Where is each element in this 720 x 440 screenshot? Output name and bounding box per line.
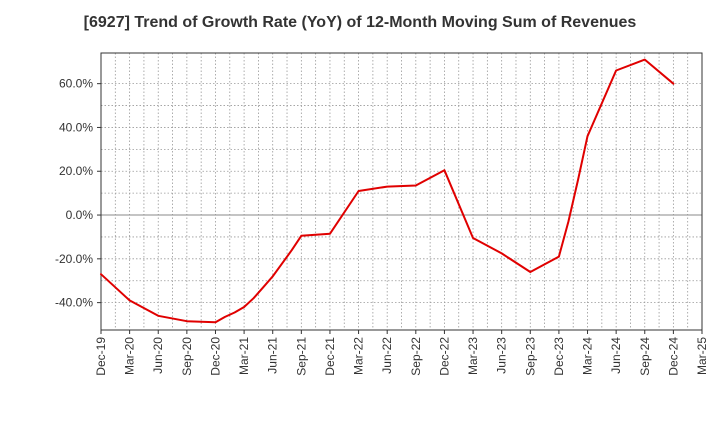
x-tick-label: Mar-21	[237, 337, 251, 375]
y-tick-label: 60.0%	[59, 77, 93, 91]
x-tick-label: Jun-21	[266, 337, 280, 374]
chart-title: [6927] Trend of Growth Rate (YoY) of 12-…	[83, 14, 637, 31]
x-tick-label: Dec-23	[552, 337, 566, 376]
x-tick-label: Sep-21	[294, 337, 308, 376]
x-tick-label: Sep-24	[638, 337, 652, 376]
y-tick-label: -20.0%	[55, 252, 93, 266]
x-tick-label: Dec-24	[666, 337, 680, 376]
x-tick-label: Mar-22	[352, 337, 366, 375]
y-tick-label: 20.0%	[59, 164, 93, 178]
x-tick-label: Mar-25	[695, 337, 709, 375]
y-tick-label: 0.0%	[66, 208, 94, 222]
x-tick-label: Sep-20	[180, 337, 194, 376]
x-tick-label: Jun-24	[609, 337, 623, 374]
x-tick-label: Sep-23	[523, 337, 537, 376]
x-tick-label: Dec-22	[437, 337, 451, 376]
x-tick-label: Dec-20	[208, 337, 222, 376]
x-tick-label: Sep-22	[409, 337, 423, 376]
y-tick-label: -40.0%	[55, 296, 93, 310]
x-tick-label: Mar-23	[466, 337, 480, 375]
x-tick-label: Dec-21	[323, 337, 337, 376]
x-tick-label: Jun-23	[495, 337, 509, 374]
plot-frame	[100, 52, 703, 331]
y-tick-label: 40.0%	[59, 120, 93, 134]
x-tick-label: Mar-20	[123, 337, 137, 375]
x-tick-label: Jun-20	[151, 337, 165, 374]
x-tick-label: Dec-19	[94, 337, 108, 376]
x-tick-label: Jun-22	[380, 337, 394, 374]
series-line	[100, 58, 675, 324]
x-tick-label: Mar-24	[581, 337, 595, 375]
